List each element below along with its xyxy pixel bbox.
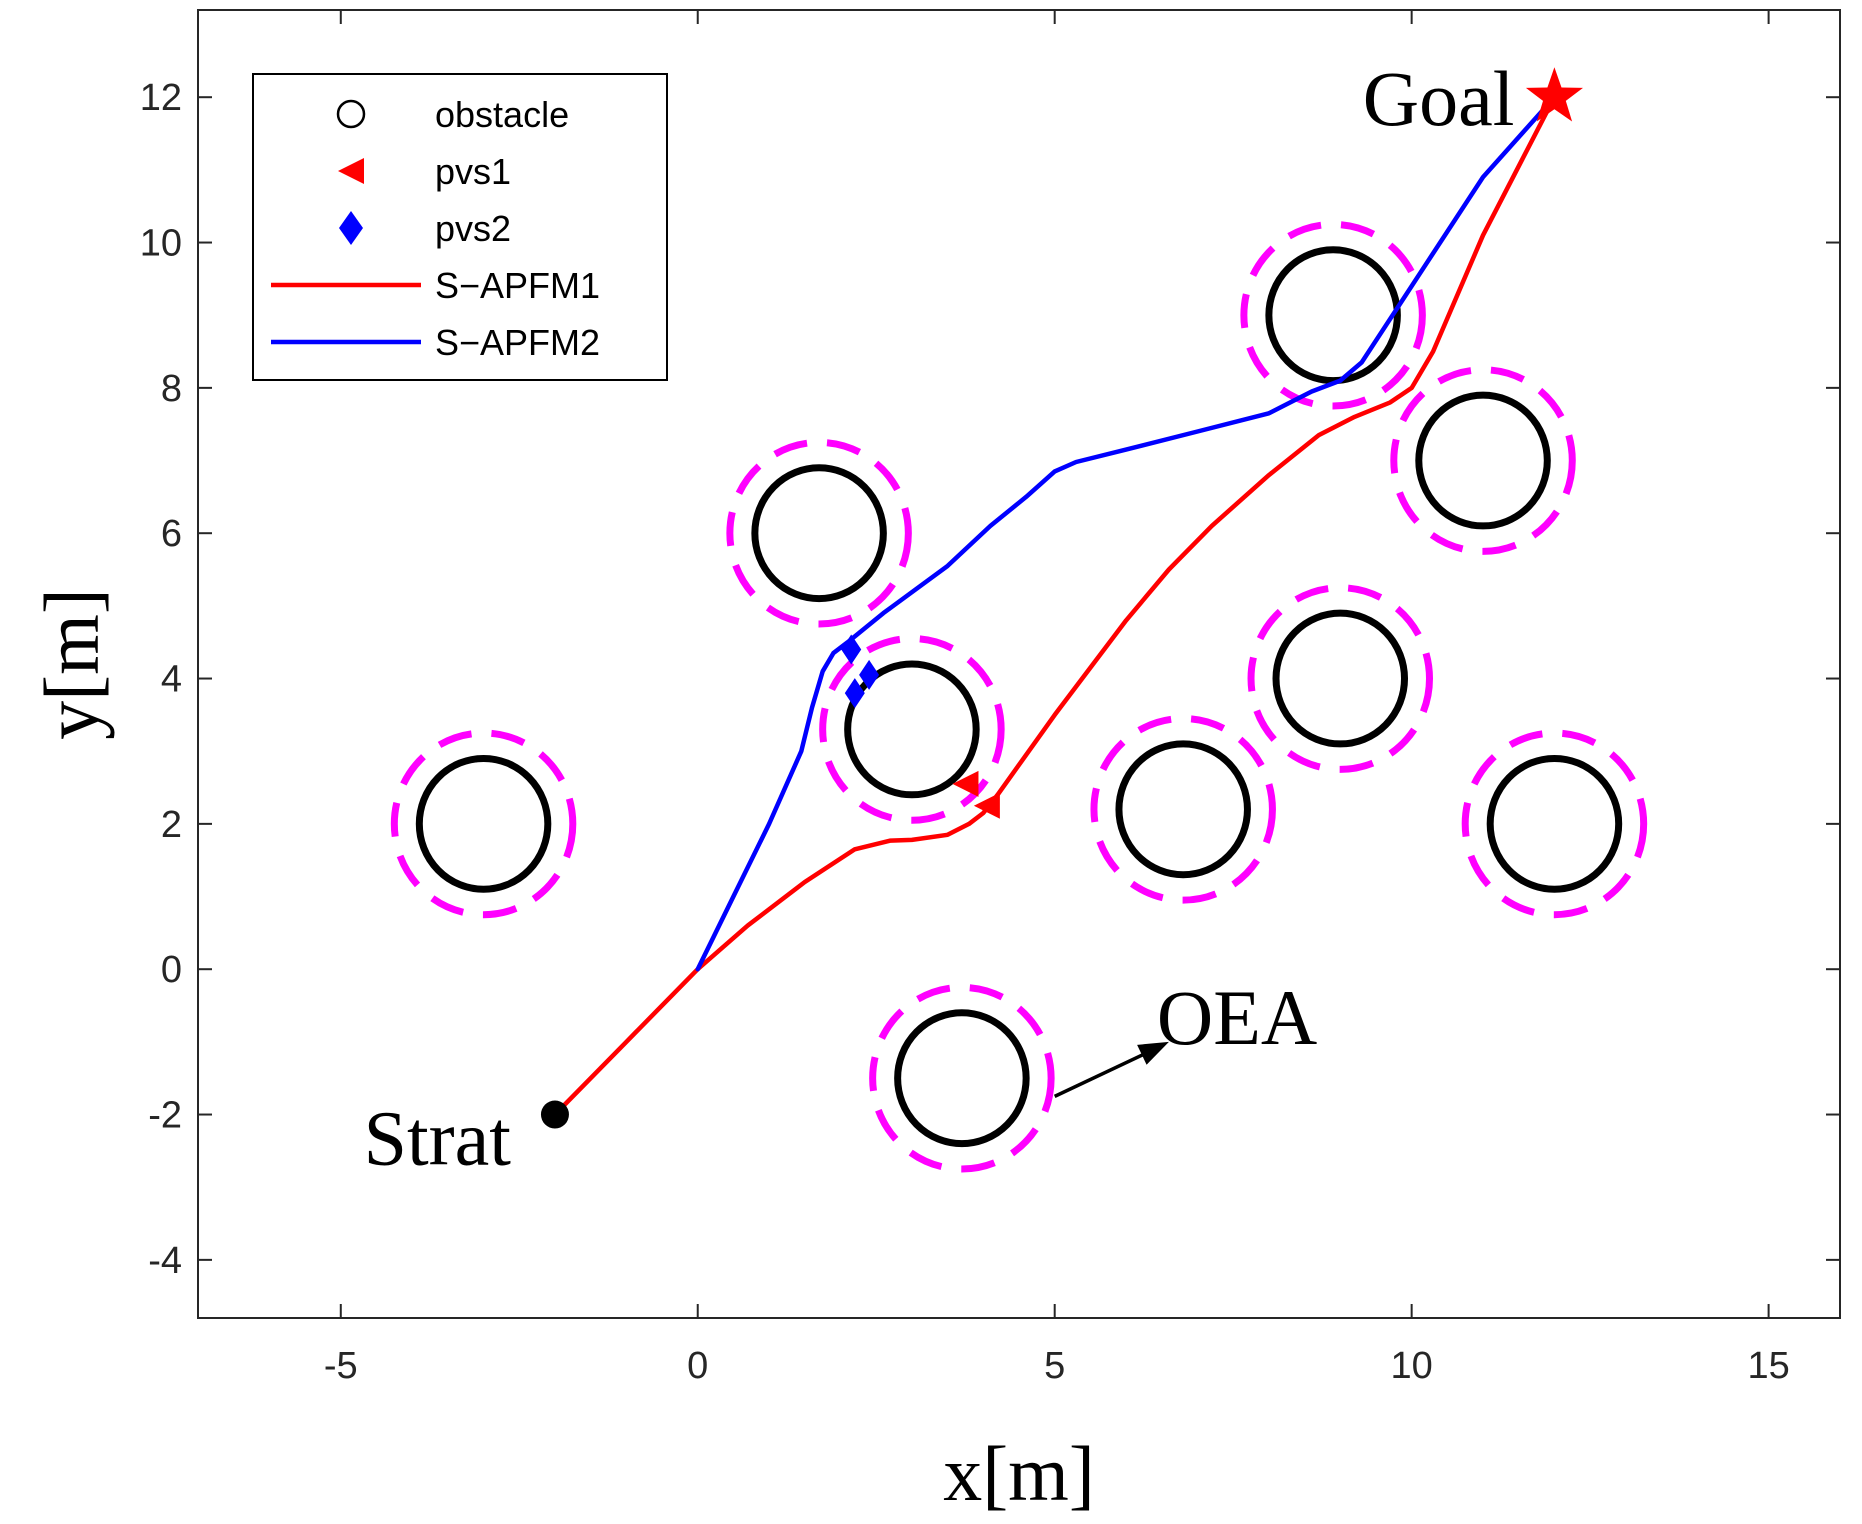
- oea-circle: [1390, 366, 1576, 555]
- obstacle-circle: [1486, 754, 1623, 893]
- pvs1-marker: [952, 770, 979, 797]
- x-tick-label: -5: [324, 1345, 358, 1387]
- obstacle-circle: [415, 754, 552, 893]
- obstacle-circle: [1115, 740, 1251, 879]
- legend-label-sapfm1: S−APFM1: [435, 265, 600, 306]
- oea-circle: [869, 983, 1055, 1173]
- goal-star: [1525, 67, 1583, 122]
- obstacle-circle: [1415, 391, 1551, 530]
- legend-symbol-pvs1: [338, 158, 364, 184]
- pvs1-marker: [973, 792, 1000, 819]
- x-tick-label: 15: [1747, 1345, 1789, 1387]
- legend-label-pvs2: pvs2: [435, 208, 511, 249]
- x-tick-label: 5: [1044, 1345, 1065, 1387]
- series-line-1: [552, 94, 1557, 1117]
- obstacle-circle: [844, 660, 980, 799]
- oea-arrow-head: [1137, 1041, 1169, 1065]
- plot-area: [390, 67, 1648, 1173]
- obstacle-circle: [1265, 246, 1401, 385]
- legend-label-pvs1: pvs1: [435, 151, 511, 192]
- x-tick-label: 10: [1391, 1345, 1433, 1387]
- y-axis-label: y[m]: [28, 588, 115, 740]
- oea-circle: [1090, 715, 1276, 904]
- y-tick-label: 10: [140, 223, 182, 265]
- y-tick-label: 4: [161, 659, 182, 701]
- oea-circle: [1240, 220, 1426, 410]
- pvs2-marker: [844, 678, 865, 709]
- legend-label-sapfm2: S−APFM2: [435, 322, 600, 363]
- obstacle-circle: [751, 464, 887, 603]
- oea-circle: [726, 438, 912, 628]
- series-line-2: [695, 94, 1557, 972]
- y-tick-label: 6: [161, 513, 182, 555]
- y-tick-label: 12: [140, 77, 182, 119]
- annotations: Strat Goal OEA: [364, 55, 1515, 1181]
- y-tick-label: -4: [148, 1240, 182, 1282]
- y-tick-label: 2: [161, 804, 182, 846]
- y-tick-label: -2: [148, 1095, 182, 1137]
- start-label: Strat: [364, 1095, 512, 1182]
- oea-circle: [1461, 729, 1648, 919]
- axis-ticks: -5 0 5 10 15 -4 -2 0 2 4 6 8 10 12: [140, 10, 1840, 1387]
- start-point: [540, 1100, 569, 1129]
- pvs2-marker: [859, 659, 880, 690]
- legend-symbol-obstacle: [336, 99, 366, 129]
- oea-label: OEA: [1157, 974, 1317, 1061]
- oea-circle: [1247, 584, 1433, 773]
- legend-box: [252, 73, 668, 381]
- goal-label: Goal: [1363, 55, 1515, 142]
- y-tick-label: 8: [161, 368, 182, 410]
- x-axis-label: x[m]: [943, 1430, 1095, 1517]
- y-tick-label: 0: [161, 949, 182, 991]
- axes-box: [197, 9, 1841, 1319]
- obstacle-circle: [1272, 609, 1409, 748]
- x-tick-label: 0: [687, 1345, 708, 1387]
- pvs2-marker: [841, 634, 862, 665]
- legend-label-obstacle: obstacle: [435, 94, 569, 135]
- oea-arrow-shaft: [1053, 1049, 1152, 1098]
- obstacle-circle: [894, 1009, 1030, 1148]
- oea-circle: [390, 729, 577, 919]
- legend: obstacle pvs1 pvs2 S−APFM1 S−APFM2: [252, 73, 668, 381]
- legend-symbol-pvs2: [339, 211, 363, 245]
- oea-circle: [819, 635, 1005, 824]
